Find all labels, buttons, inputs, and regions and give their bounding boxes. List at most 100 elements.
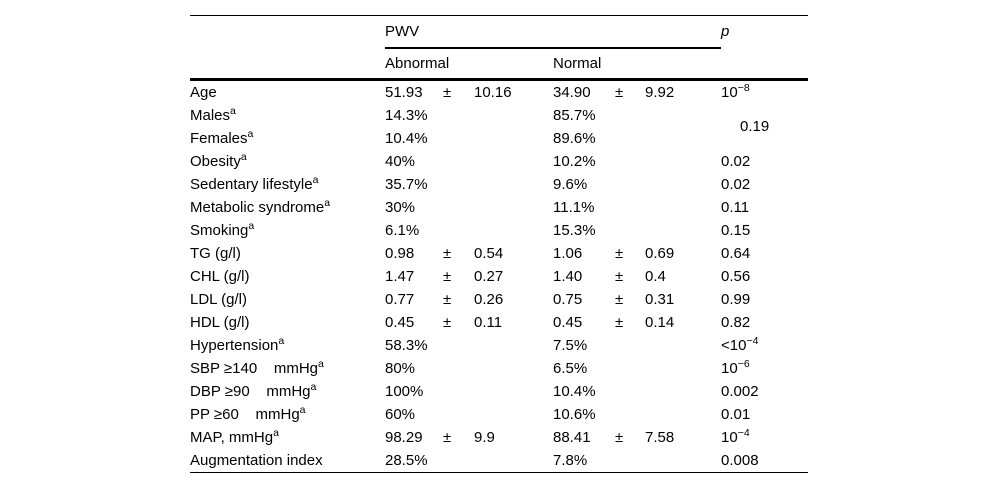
table-row: Malesa 14.3% 85.7% 0.19 — [190, 104, 808, 135]
abnormal-column-header: Abnormal — [385, 48, 553, 81]
table-body: Age 51.93 ±10.16 34.90 ±9.92 10−8 Malesa 14.3% 8… — [190, 80, 809, 473]
footnote-marker: a — [240, 150, 247, 163]
row-label: Malesa — [190, 104, 236, 124]
footnote-marker: a — [310, 380, 317, 393]
row-label: CHL (g/l) — [190, 267, 250, 285]
table-row: CHL (g/l) 1.47 ±0.27 1.40 ±0.4 0.56 — [190, 265, 808, 288]
plus-minus-sign: ± — [615, 313, 624, 331]
p-column-header: p — [721, 15, 809, 48]
normal-column-header: Normal — [553, 48, 722, 81]
table-row: Augmentation index 28.5% 7.8% 0.008 — [190, 449, 809, 473]
p-value: 0.008 — [721, 449, 809, 473]
plus-minus-sign: ± — [615, 290, 624, 308]
abnormal-value: 0.45 — [385, 313, 415, 331]
exponent: −4 — [737, 426, 750, 439]
abnormal-value: 40% — [385, 152, 416, 170]
row-label: MAP, mmHga — [190, 426, 279, 446]
footnote-marker: a — [247, 127, 254, 140]
abnormal-value: 0.77 — [385, 290, 415, 308]
table-row: PP ≥60 mmHga 60% 10.6% 0.01 — [190, 403, 808, 426]
normal-value: 85.7% — [553, 106, 596, 124]
p-value: 0.11 — [721, 198, 750, 216]
table-row: TG (g/l) 0.98 ±0.54 1.06 ±0.69 0.64 — [190, 242, 808, 265]
abnormal-value: 100% — [385, 382, 424, 400]
table-row: LDL (g/l) 0.77 ±0.26 0.75 ±0.31 0.99 — [190, 288, 808, 311]
row-label: Metabolic syndromea — [190, 196, 331, 216]
abnormal-value: 98.29 — [385, 428, 423, 446]
footnote-marker: a — [248, 219, 255, 232]
row-label: Smokinga — [190, 219, 255, 239]
subgroup-header-row: Abnormal Normal — [190, 48, 809, 81]
normal-sd: 9.92 — [645, 83, 675, 101]
abnormal-value: 6.1% — [385, 221, 420, 239]
p-value: 0.01 — [721, 405, 751, 423]
p-value: 10−4 — [721, 426, 750, 446]
p-value: 0.56 — [721, 267, 751, 285]
footnote-marker: a — [273, 426, 279, 439]
table-row: Age 51.93 ±10.16 34.90 ±9.92 10−8 — [190, 80, 808, 105]
normal-sd: 0.69 — [645, 244, 675, 262]
abnormal-sd: 0.11 — [474, 313, 503, 331]
row-label: Age — [190, 83, 217, 101]
p-value: 0.82 — [721, 313, 751, 331]
abnormal-value: 80% — [385, 359, 416, 377]
abnormal-value: 60% — [385, 405, 416, 423]
p-value: 0.15 — [721, 221, 751, 239]
normal-value: 89.6% — [553, 129, 596, 147]
normal-value: 9.6% — [553, 175, 588, 193]
footnote-marker: a — [318, 357, 324, 370]
row-label: Sedentary lifestylea — [190, 173, 319, 193]
abnormal-value: 0.98 — [385, 244, 415, 262]
exponent: −4 — [746, 334, 759, 347]
table-row: DBP ≥90 mmHga 100% 10.4% 0.002 — [190, 380, 808, 403]
row-label: Femalesa — [190, 127, 254, 147]
row-label: Augmentation index — [190, 449, 385, 473]
plus-minus-sign: ± — [443, 244, 452, 262]
normal-value: 7.8% — [553, 449, 722, 473]
abnormal-sd: 0.27 — [474, 267, 504, 285]
p-value: 0.64 — [721, 244, 751, 262]
normal-sd: 0.14 — [645, 313, 675, 331]
abnormal-value: 30% — [385, 198, 416, 216]
normal-value: 15.3% — [553, 221, 596, 239]
plus-minus-sign: ± — [615, 244, 624, 262]
table-row: HDL (g/l) 0.45 ±0.11 0.45 ±0.14 0.82 — [190, 311, 808, 334]
abnormal-value: 35.7% — [385, 175, 428, 193]
row-label: Obesitya — [190, 150, 247, 170]
abnormal-value: 28.5% — [385, 449, 553, 473]
p-value: 10−6 — [721, 357, 750, 377]
normal-sd: 0.4 — [645, 267, 666, 285]
normal-value: 0.45 — [553, 313, 583, 331]
abnormal-sd: 9.9 — [474, 428, 495, 446]
normal-value: 1.06 — [553, 244, 583, 262]
row-label: LDL (g/l) — [190, 290, 247, 308]
table-row: Metabolic syndromea 30% 11.1% 0.11 — [190, 196, 808, 219]
table-row: SBP ≥140 mmHga 80% 6.5% 10−6 — [190, 357, 808, 380]
normal-sd: 0.31 — [645, 290, 675, 308]
footnote-marker: a — [278, 334, 285, 347]
footnote-marker: a — [230, 104, 236, 117]
abnormal-value: 14.3% — [385, 106, 428, 124]
exponent: −6 — [737, 357, 750, 370]
footnote-marker: a — [312, 173, 319, 186]
header-spacer — [721, 48, 809, 81]
header-spacer — [190, 15, 385, 48]
header-spacer — [190, 48, 385, 81]
normal-value: 1.40 — [553, 267, 583, 285]
normal-value: 11.1% — [553, 198, 595, 216]
table-row: Sedentary lifestylea 35.7% 9.6% 0.02 — [190, 173, 808, 196]
row-label: DBP ≥90 mmHga — [190, 380, 317, 400]
row-label: TG (g/l) — [190, 244, 241, 262]
abnormal-value: 10.4% — [385, 129, 428, 147]
row-label: SBP ≥140 mmHga — [190, 357, 324, 377]
p-value: 10−8 — [721, 81, 750, 101]
plus-minus-sign: ± — [615, 83, 624, 101]
plus-minus-sign: ± — [443, 428, 452, 446]
table-row: Smokinga 6.1% 15.3% 0.15 — [190, 219, 808, 242]
footnote-marker: a — [299, 403, 306, 416]
normal-value: 34.90 — [553, 83, 591, 101]
normal-value: 0.75 — [553, 290, 583, 308]
normal-value: 10.6% — [553, 405, 596, 423]
p-value: 0.99 — [721, 290, 751, 308]
